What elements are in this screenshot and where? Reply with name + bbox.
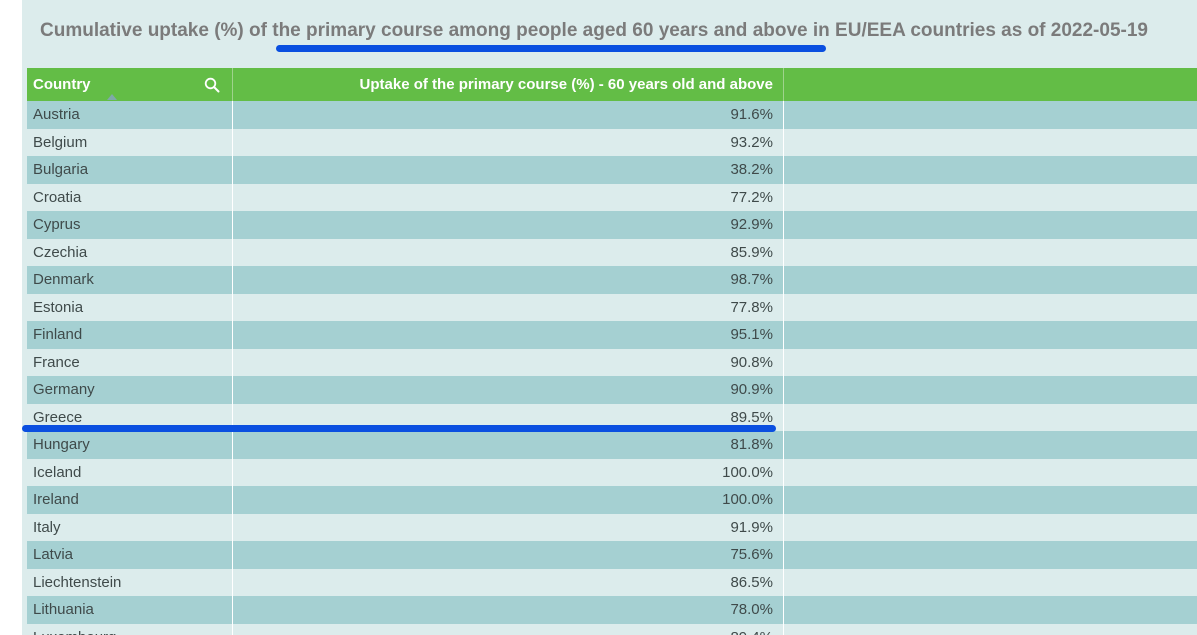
uptake-value-cell: 92.9% — [233, 211, 784, 239]
empty-cell — [784, 404, 1197, 432]
sort-ascending-icon[interactable] — [107, 94, 117, 100]
country-cell: Cyprus — [27, 211, 233, 239]
table-row[interactable]: Austria 91.6% — [27, 101, 1197, 129]
empty-cell — [784, 624, 1197, 635]
column-header-uptake[interactable]: Uptake of the primary course (%) - 60 ye… — [233, 68, 784, 101]
table-row[interactable]: Finland 95.1% — [27, 321, 1197, 349]
table-row[interactable]: Hungary 81.8% — [27, 431, 1197, 459]
empty-cell — [784, 459, 1197, 487]
country-cell: Lithuania — [27, 596, 233, 624]
uptake-value-cell: 89.5% — [233, 403, 784, 431]
empty-cell — [784, 294, 1197, 322]
uptake-value-cell: 38.2% — [233, 156, 784, 184]
table-row[interactable]: Iceland 100.0% — [27, 458, 1197, 487]
country-cell: Iceland — [27, 458, 233, 486]
empty-cell — [784, 486, 1197, 514]
country-cell: Estonia — [27, 293, 233, 321]
uptake-value-cell: 91.6% — [233, 101, 784, 129]
uptake-value-cell: 77.8% — [233, 293, 784, 321]
country-cell: Greece — [27, 403, 233, 431]
empty-cell — [784, 514, 1197, 542]
country-cell: France — [27, 348, 233, 376]
empty-cell — [784, 156, 1197, 184]
table-row[interactable]: Latvia 75.6% — [27, 541, 1197, 569]
country-cell: Denmark — [27, 266, 233, 294]
table-row[interactable]: Estonia 77.8% — [27, 293, 1197, 322]
table-row[interactable]: Croatia 77.2% — [27, 183, 1197, 212]
country-cell: Czechia — [27, 238, 233, 266]
table-row[interactable]: Luxembourg89.4% — [27, 623, 1197, 635]
uptake-value-cell: 90.8% — [233, 348, 784, 376]
table-row[interactable]: Cyprus 92.9% — [27, 211, 1197, 239]
country-cell: Austria — [27, 101, 233, 129]
uptake-value-cell: 95.1% — [233, 321, 784, 349]
table-row[interactable]: Bulgaria 38.2% — [27, 156, 1197, 184]
table-row[interactable]: Ireland 100.0% — [27, 486, 1197, 514]
column-header-country[interactable]: Country — [27, 68, 233, 101]
country-cell: Liechtenstein — [27, 568, 233, 596]
uptake-value-cell: 86.5% — [233, 568, 784, 596]
empty-cell — [784, 376, 1197, 404]
empty-cell — [784, 211, 1197, 239]
empty-cell — [784, 596, 1197, 624]
data-table: Country Uptake of the primary course (%)… — [27, 68, 1197, 635]
uptake-value-cell: 89.4% — [233, 623, 784, 635]
table-row[interactable]: Italy 91.9% — [27, 513, 1197, 542]
country-cell: Ireland — [27, 486, 233, 514]
empty-cell — [784, 101, 1197, 129]
uptake-value-cell: 100.0% — [233, 486, 784, 514]
table-row[interactable]: Denmark 98.7% — [27, 266, 1197, 294]
empty-cell — [784, 129, 1197, 157]
empty-cell — [784, 541, 1197, 569]
country-cell: Luxembourg — [27, 623, 233, 635]
uptake-value-cell: 91.9% — [233, 513, 784, 541]
empty-cell — [784, 321, 1197, 349]
table-row[interactable]: Lithuania 78.0% — [27, 596, 1197, 624]
table-row[interactable]: Germany 90.9% — [27, 376, 1197, 404]
empty-cell — [784, 184, 1197, 212]
country-cell: Croatia — [27, 183, 233, 211]
country-cell: Bulgaria — [27, 156, 233, 184]
empty-cell — [784, 349, 1197, 377]
uptake-value-cell: 98.7% — [233, 266, 784, 294]
table-row[interactable]: Liechtenstein 86.5% — [27, 568, 1197, 597]
country-cell: Hungary — [27, 431, 233, 459]
column-header-label: Country — [33, 76, 91, 93]
title-underline-annotation — [276, 45, 826, 52]
column-header-label: Uptake of the primary course (%) - 60 ye… — [359, 76, 773, 93]
uptake-value-cell: 85.9% — [233, 238, 784, 266]
table-header: Country Uptake of the primary course (%)… — [27, 68, 1197, 101]
uptake-value-cell: 78.0% — [233, 596, 784, 624]
uptake-value-cell: 77.2% — [233, 183, 784, 211]
country-cell: Italy — [27, 513, 233, 541]
empty-cell — [784, 431, 1197, 459]
uptake-value-cell: 90.9% — [233, 376, 784, 404]
empty-cell — [784, 266, 1197, 294]
chart-title: Cumulative uptake (%) of the primary cou… — [40, 20, 1148, 41]
country-cell: Germany — [27, 376, 233, 404]
country-cell: Finland — [27, 321, 233, 349]
uptake-value-cell: 100.0% — [233, 458, 784, 486]
table-row[interactable]: Belgium 93.2% — [27, 128, 1197, 157]
search-icon[interactable] — [204, 77, 220, 93]
empty-cell — [784, 569, 1197, 597]
empty-cell — [784, 239, 1197, 267]
uptake-value-cell: 81.8% — [233, 431, 784, 459]
uptake-value-cell: 75.6% — [233, 541, 784, 569]
country-cell: Latvia — [27, 541, 233, 569]
table-body: Austria 91.6% Belgium 93.2% Bulgaria 38.2% Cro… — [27, 101, 1197, 635]
table-row[interactable]: Czechia 85.9% — [27, 238, 1197, 267]
row-underline-annotation — [22, 425, 776, 432]
column-header-spacer — [784, 68, 1197, 101]
table-row[interactable]: France 90.8% — [27, 348, 1197, 377]
uptake-value-cell: 93.2% — [233, 128, 784, 156]
table-widget: Cumulative uptake (%) of the primary cou… — [22, 0, 1197, 635]
country-cell: Belgium — [27, 128, 233, 156]
